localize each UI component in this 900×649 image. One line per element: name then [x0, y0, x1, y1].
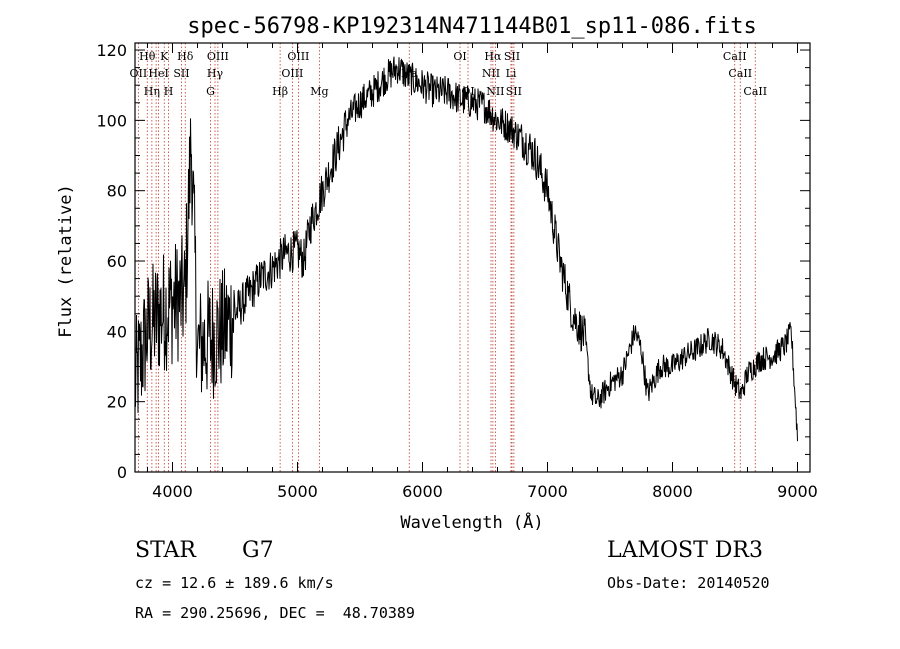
y-tick-label: 60	[107, 252, 127, 271]
redshift-value: cz = 12.6 ± 189.6 km/s	[135, 574, 334, 592]
spectral-line-label: CaII	[728, 67, 752, 80]
spectral-line-label: K	[160, 50, 169, 63]
spectral-line-label: OII	[130, 67, 148, 80]
x-tick-label: 6000	[402, 482, 443, 501]
spectral-line-label: CaII	[723, 50, 747, 63]
spectral-line-label: SII	[173, 67, 189, 80]
spectral-line-label: Hγ	[207, 67, 224, 80]
spectral-line-label: Hθ	[139, 50, 156, 63]
coordinates: RA = 290.25696, DEC = 48.70389	[135, 604, 415, 622]
spectral-line-label: Mg	[310, 85, 328, 98]
spectral-line-label: Hβ	[272, 85, 288, 98]
plot-frame	[134, 42, 811, 473]
flux-series-line	[134, 56, 798, 442]
spectral-line-label: H	[164, 85, 174, 98]
y-tick-label: 80	[107, 182, 127, 201]
x-tick-label: 4000	[152, 482, 193, 501]
spectral-line-markers	[137, 43, 756, 472]
spectral-line-label: OI	[453, 50, 466, 63]
spectral-line-label: Li	[506, 67, 517, 80]
spectral-line-label: SII	[504, 50, 520, 63]
spectral-line-labels: OIIHθHηHeIKHSIIHδGHγOIIIHβOIIIOIIIMgNaOI…	[130, 50, 768, 98]
x-tick-label: 9000	[777, 482, 818, 501]
y-axis-label: Flux (relative)	[56, 184, 76, 338]
y-tick-label: 100	[96, 111, 127, 130]
spectral-line-label: Hα	[484, 50, 502, 63]
spectral-line-label: NII	[486, 85, 504, 98]
y-tick-label: 40	[107, 322, 127, 341]
y-tick-label: 120	[96, 41, 127, 60]
spectral-line-label: G	[206, 85, 215, 98]
observation-date: Obs-Date: 20140520	[607, 574, 770, 592]
spectral-line-label: OIII	[281, 67, 303, 80]
spectral-line-label: OIII	[287, 50, 309, 63]
x-tick-label: 8000	[652, 482, 693, 501]
object-class: STAR	[135, 538, 196, 563]
axis-ticks: 4000 5000 6000 7000 8000 9000 0 20 40 60 80 100 120	[96, 41, 817, 501]
spectral-line-label: OIII	[207, 50, 229, 63]
spectral-line-label: CaII	[743, 85, 767, 98]
object-subclass: G7	[242, 538, 274, 563]
y-tick-label: 20	[107, 393, 127, 412]
x-axis-label: Wavelength (Å)	[400, 511, 543, 533]
y-tick-label: 0	[117, 463, 127, 482]
spectral-line-label: NII	[482, 67, 500, 80]
spectral-line-label: Hδ	[177, 50, 194, 63]
chart-title: spec-56798-KP192314N471144B01_sp11-086.f…	[187, 14, 757, 39]
x-tick-label: 7000	[527, 482, 568, 501]
spectral-line-label: SII	[506, 85, 522, 98]
spectral-line-label: Hη	[144, 85, 160, 98]
x-tick-label: 5000	[277, 482, 318, 501]
spectral-line-label: HeI	[148, 67, 168, 80]
survey-name: LAMOST DR3	[607, 538, 763, 563]
